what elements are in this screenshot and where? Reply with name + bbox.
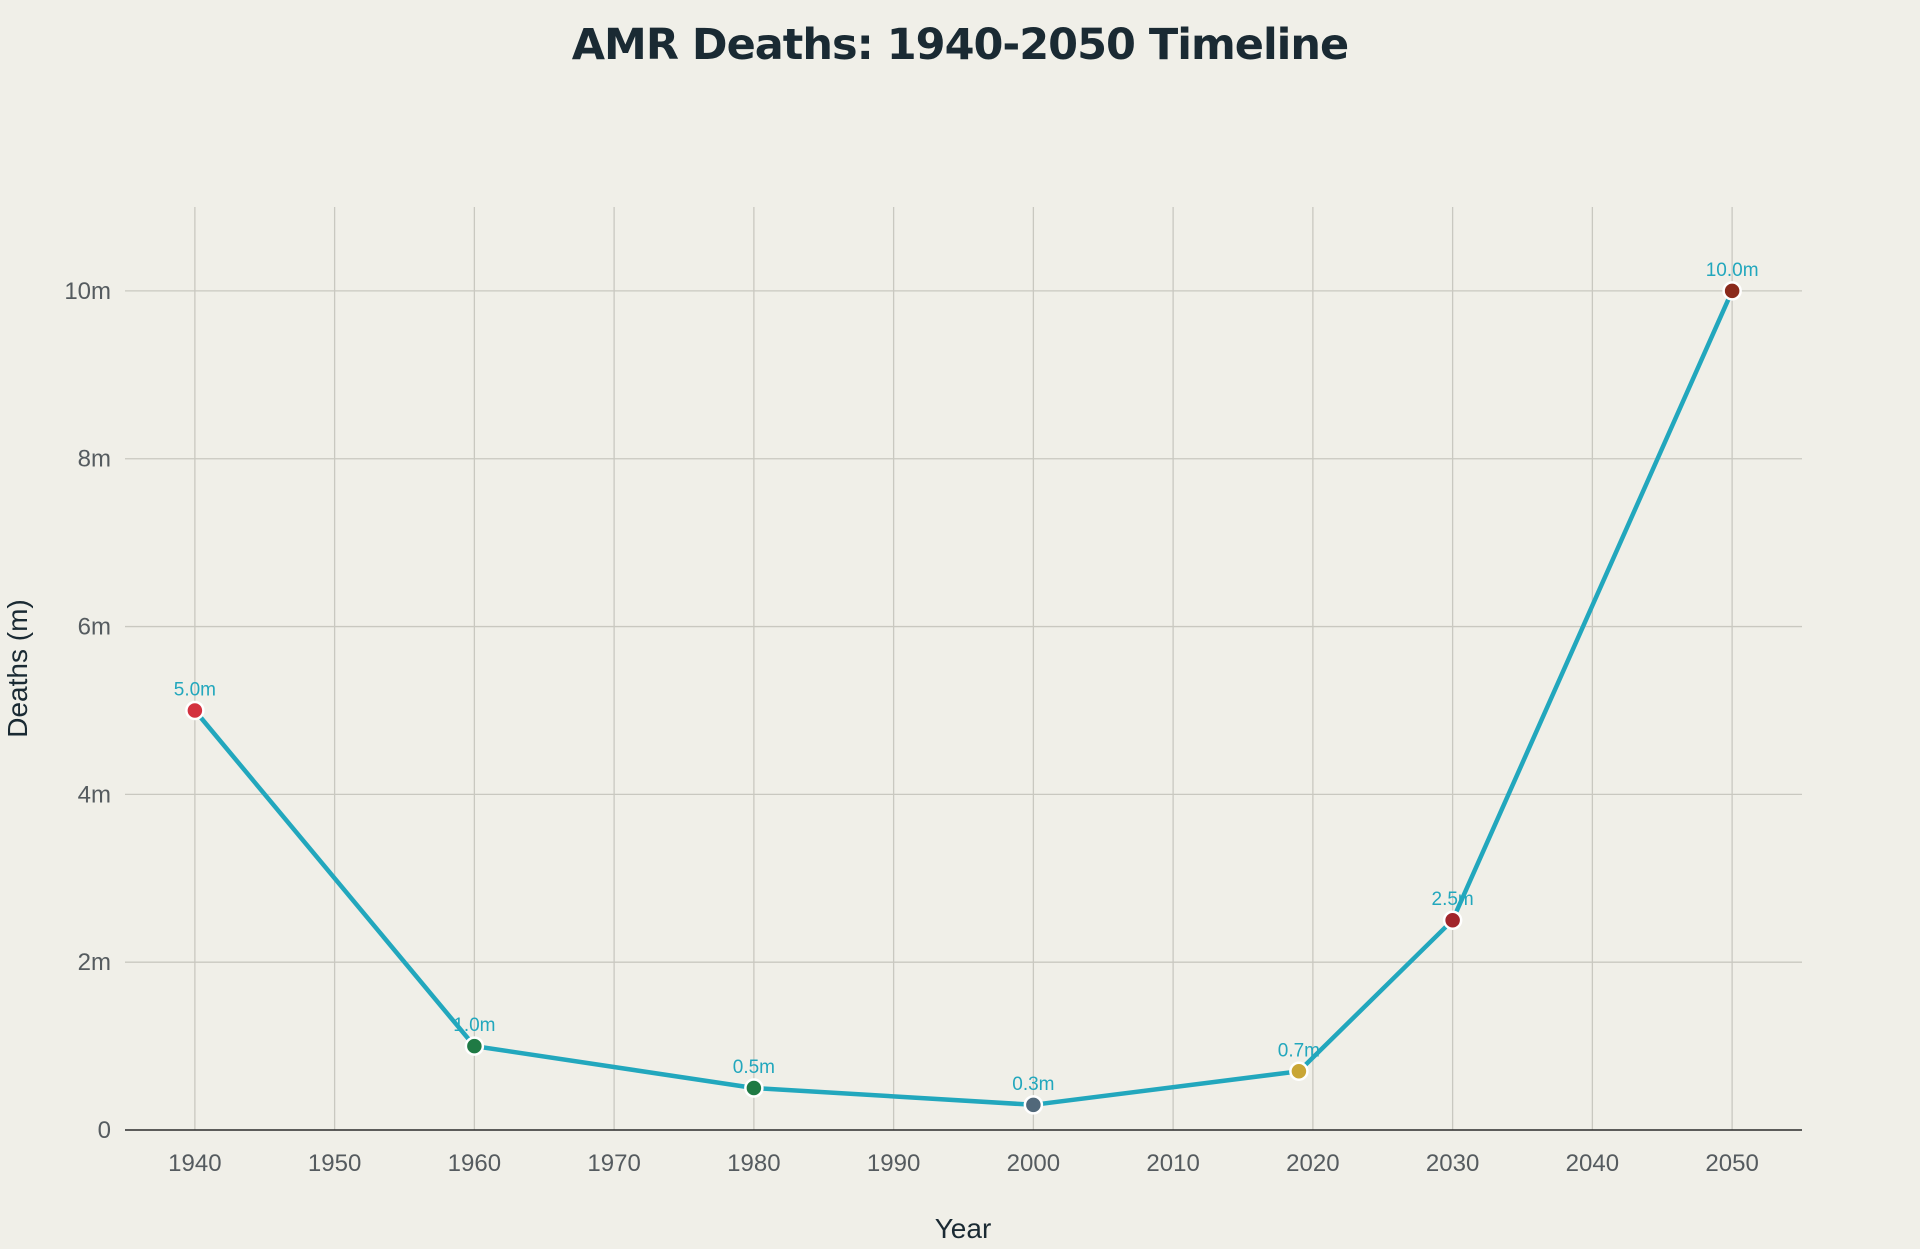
x-tick-label: 2040 xyxy=(1566,1150,1619,1177)
data-point xyxy=(185,700,205,721)
x-tick-label: 1950 xyxy=(308,1150,361,1177)
data-point xyxy=(1442,910,1463,930)
x-tick-label: 2000 xyxy=(1007,1150,1060,1177)
data-label: 10.0m xyxy=(1706,260,1759,281)
x-tick-label: 1980 xyxy=(727,1150,780,1177)
chart-title: AMR Deaths: 1940-2050 Timeline xyxy=(571,20,1349,70)
y-tick-label: 0 xyxy=(98,1117,111,1144)
data-point xyxy=(744,1078,764,1098)
data-label: 0.7m xyxy=(1278,1040,1320,1061)
x-tick-label: 1960 xyxy=(448,1150,501,1177)
data-label: 0.5m xyxy=(733,1057,775,1078)
x-tick-label: 2010 xyxy=(1146,1150,1199,1177)
x-tick-label: 1990 xyxy=(867,1150,920,1177)
y-tick-label: 6m xyxy=(78,614,111,641)
data-point xyxy=(464,1036,485,1056)
x-axis-title: Year xyxy=(935,1213,992,1244)
x-tick-label: 1940 xyxy=(168,1150,221,1177)
x-tick-label: 2050 xyxy=(1705,1150,1758,1177)
data-label: 5.0m xyxy=(174,679,216,700)
x-tick-label: 2030 xyxy=(1426,1150,1479,1177)
y-tick-label: 4m xyxy=(78,781,111,808)
x-tick-label: 2020 xyxy=(1286,1150,1339,1177)
x-tick-label: 1970 xyxy=(587,1150,640,1177)
data-point xyxy=(1289,1061,1309,1082)
data-label: 1.0m xyxy=(453,1015,495,1036)
series-line xyxy=(192,288,1735,1108)
data-point xyxy=(1023,1095,1044,1115)
y-axis-title: Deaths (m) xyxy=(2,599,33,737)
y-tick-label: 8m xyxy=(78,446,111,473)
y-tick-label: 10m xyxy=(64,278,111,305)
data-label: 0.3m xyxy=(1012,1074,1054,1095)
data-label: 2.5m xyxy=(1432,889,1474,910)
data-point xyxy=(1722,281,1742,301)
y-tick-label: 2m xyxy=(78,949,111,976)
